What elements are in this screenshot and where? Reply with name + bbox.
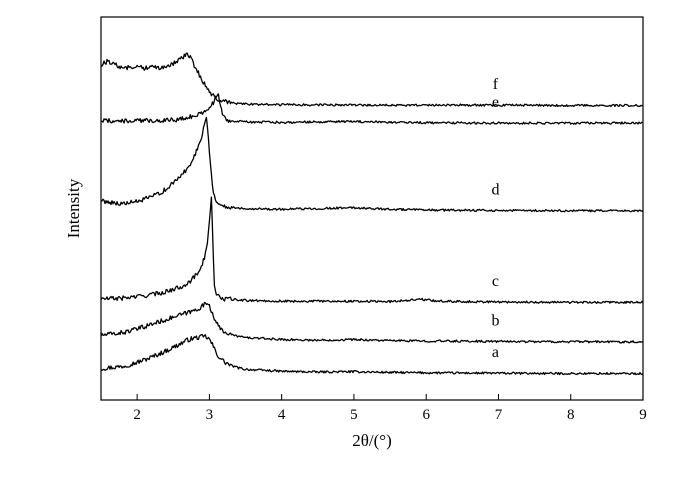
series-f-label: f [493, 76, 499, 93]
series-d-line [100, 116, 644, 213]
x-axis-label: 2θ/(°) [352, 431, 392, 450]
x-tick-label: 8 [567, 407, 575, 423]
y-axis-label: Intensity [64, 178, 83, 238]
series-b-line [100, 301, 644, 344]
x-tick-label: 7 [495, 407, 503, 423]
series-e-line [100, 93, 644, 125]
series-a-line [100, 333, 644, 376]
x-tick-label: 4 [278, 407, 286, 423]
x-tick-label: 2 [133, 407, 141, 423]
series-c-line [100, 196, 644, 305]
plot-area: 2 3 4 5 6 7 8 9 ab c d ef [100, 16, 647, 423]
series-a-label: a [492, 344, 499, 361]
x-tick-label: 5 [350, 407, 358, 423]
x-tick-label: 3 [206, 407, 214, 423]
x-tick-label: 6 [422, 407, 430, 423]
series-c-label: c [492, 273, 499, 290]
x-axis-ticks: 2 3 4 5 6 7 8 9 [133, 394, 647, 423]
series-e-label: e [492, 94, 499, 111]
series-labels: ab c d ef [491, 76, 499, 361]
series-b-label: b [491, 312, 499, 329]
series-f-line [100, 52, 644, 108]
plot-frame [100, 16, 644, 401]
series-d-label: d [491, 181, 499, 198]
series-traces [100, 52, 644, 376]
x-tick-label: 9 [639, 407, 647, 423]
